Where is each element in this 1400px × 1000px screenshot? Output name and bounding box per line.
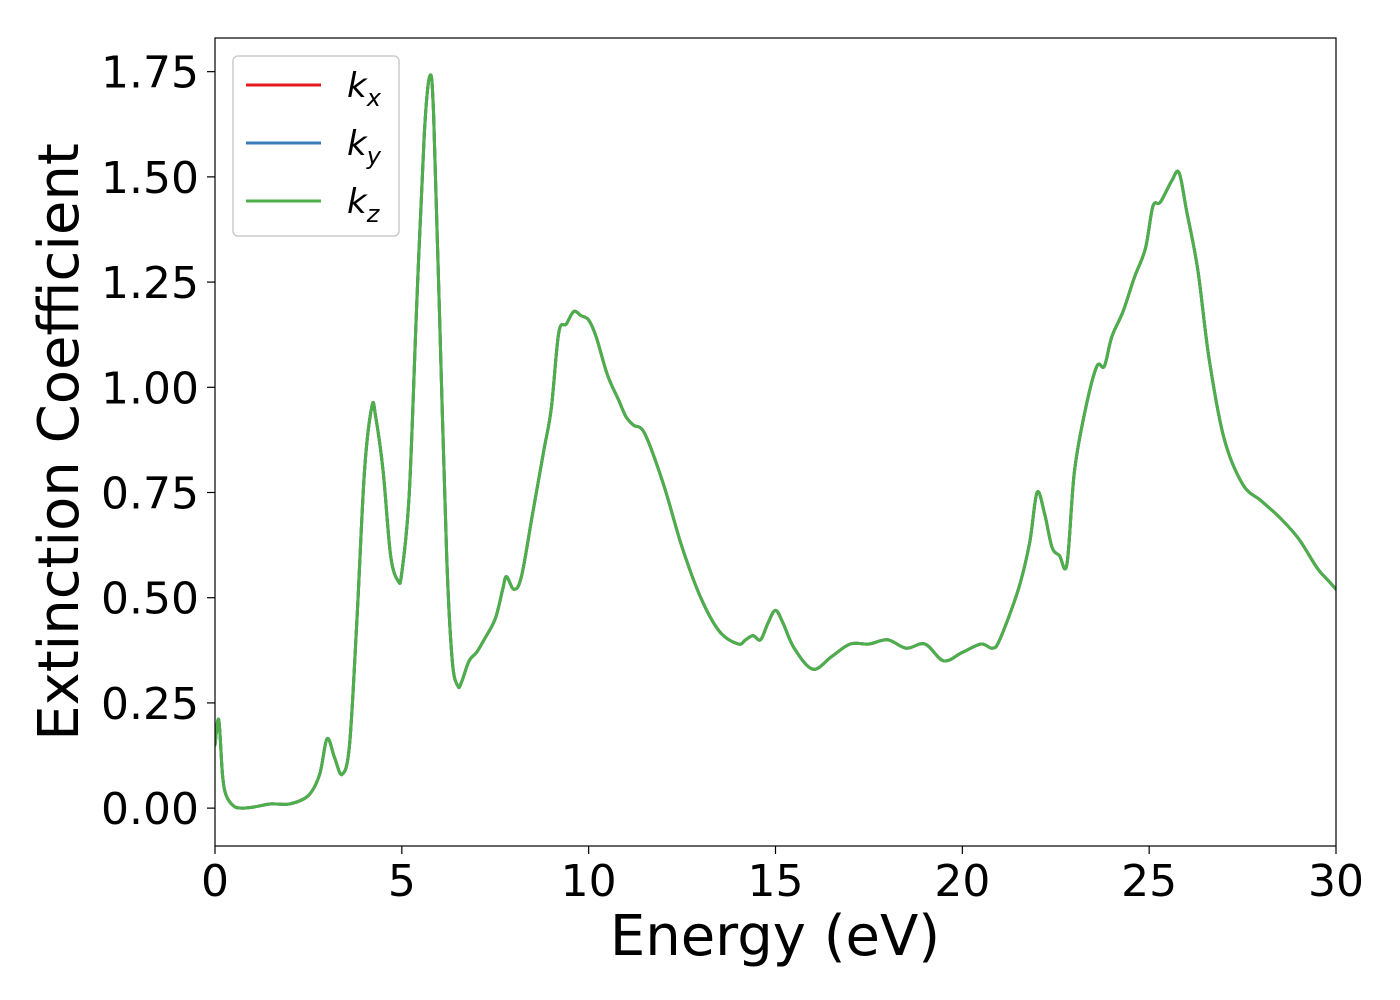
x-tick-label: 10	[561, 856, 617, 907]
series-layer	[215, 73, 1336, 810]
legend-label-kx: kx	[347, 66, 382, 112]
y-tick-label: 1.50	[101, 153, 199, 204]
x-tick-label: 0	[201, 856, 229, 907]
y-tick-label: 1.75	[101, 48, 199, 99]
x-axis-title: Energy (eV)	[610, 904, 940, 969]
y-tick-label: 0.75	[101, 469, 199, 520]
x-tick-label: 5	[388, 856, 416, 907]
legend: kx ky kz	[232, 55, 400, 237]
y-tick-label: 0.25	[101, 679, 199, 730]
y-axis-ticks: 0.00 0.25 0.50 0.75 1.00 1.25 1.50 1.75	[101, 48, 215, 835]
legend-label-kz: kz	[347, 182, 381, 228]
x-tick-label: 30	[1308, 856, 1364, 907]
legend-label-ky: ky	[347, 124, 382, 170]
y-tick-label: 1.00	[101, 363, 199, 414]
x-tick-label: 25	[1121, 856, 1177, 907]
y-axis-title: Extinction Coefficient	[27, 143, 92, 741]
x-tick-label: 15	[748, 856, 804, 907]
x-tick-label: 20	[934, 856, 990, 907]
y-tick-label: 0.00	[101, 784, 199, 835]
plot-background	[215, 38, 1336, 846]
x-axis-ticks: 0 5 10 15 20 25 30	[201, 846, 1364, 907]
y-tick-label: 1.25	[101, 258, 199, 309]
y-tick-label: 0.50	[101, 574, 199, 625]
series-line-kz	[215, 73, 1336, 810]
legend-box	[232, 55, 400, 237]
